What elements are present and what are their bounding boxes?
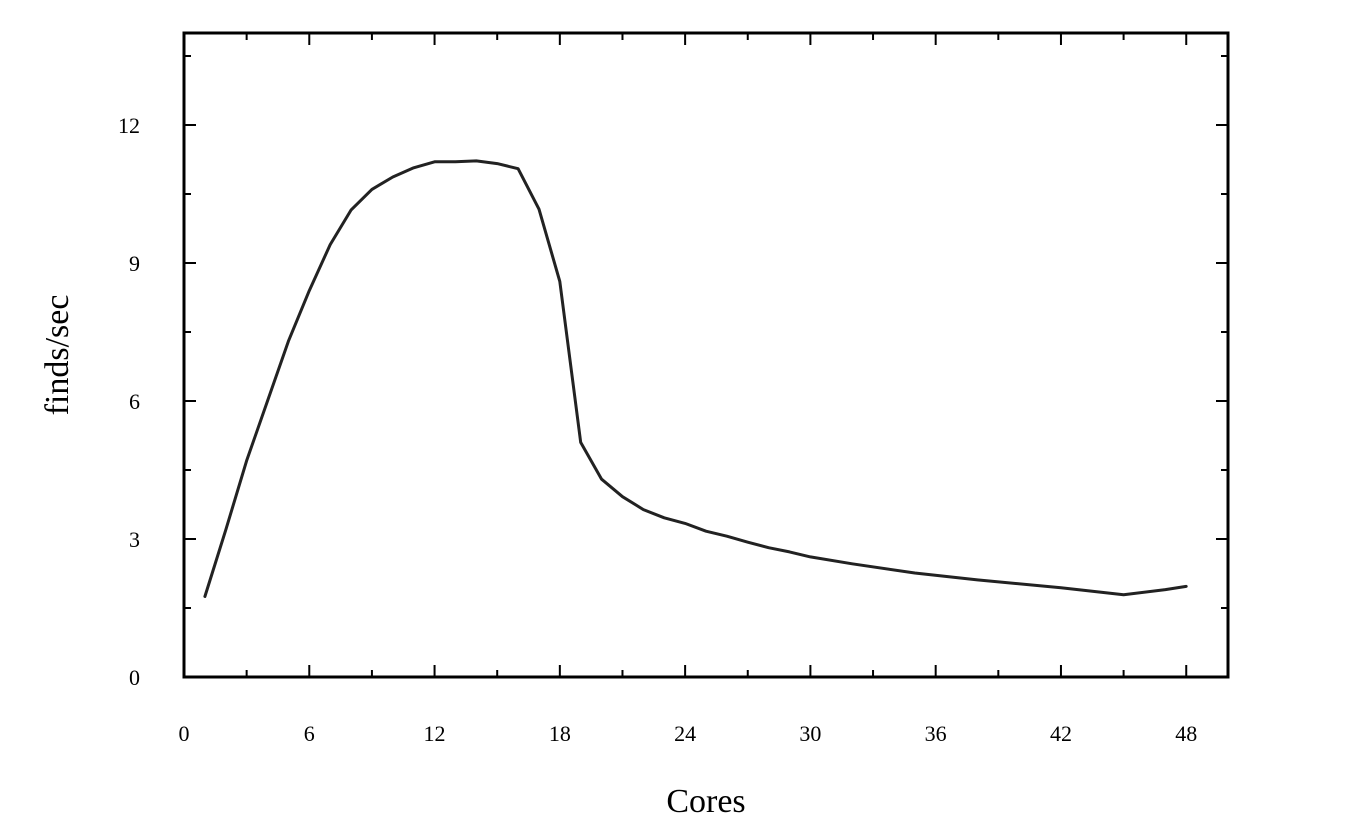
x-tick-label: 0 — [179, 721, 190, 746]
x-tick-label: 30 — [799, 721, 821, 746]
y-tick-label: 9 — [129, 251, 140, 276]
plot-frame — [182, 31, 1230, 679]
tick-marks — [183, 33, 1228, 678]
y-axis-title: finds/sec — [39, 295, 76, 416]
x-axis-title: Cores — [666, 783, 745, 820]
x-tick-label: 36 — [925, 721, 947, 746]
y-tick-labels: 0 3 6 9 12 — [118, 113, 140, 690]
x-tick-label: 24 — [674, 721, 696, 746]
x-tick-label: 6 — [304, 721, 315, 746]
y-tick-label: 6 — [129, 389, 140, 414]
y-tick-label: 12 — [118, 113, 140, 138]
x-tick-labels: 0 6 12 18 24 30 36 42 48 — [179, 721, 1198, 746]
y-tick-label: 3 — [129, 527, 140, 552]
series-layer — [203, 159, 1188, 598]
x-tick-label: 48 — [1175, 721, 1197, 746]
series-line — [203, 159, 1188, 598]
y-tick-label: 0 — [129, 665, 140, 690]
x-tick-label: 18 — [549, 721, 571, 746]
x-tick-label: 42 — [1050, 721, 1072, 746]
x-tick-label: 12 — [424, 721, 446, 746]
